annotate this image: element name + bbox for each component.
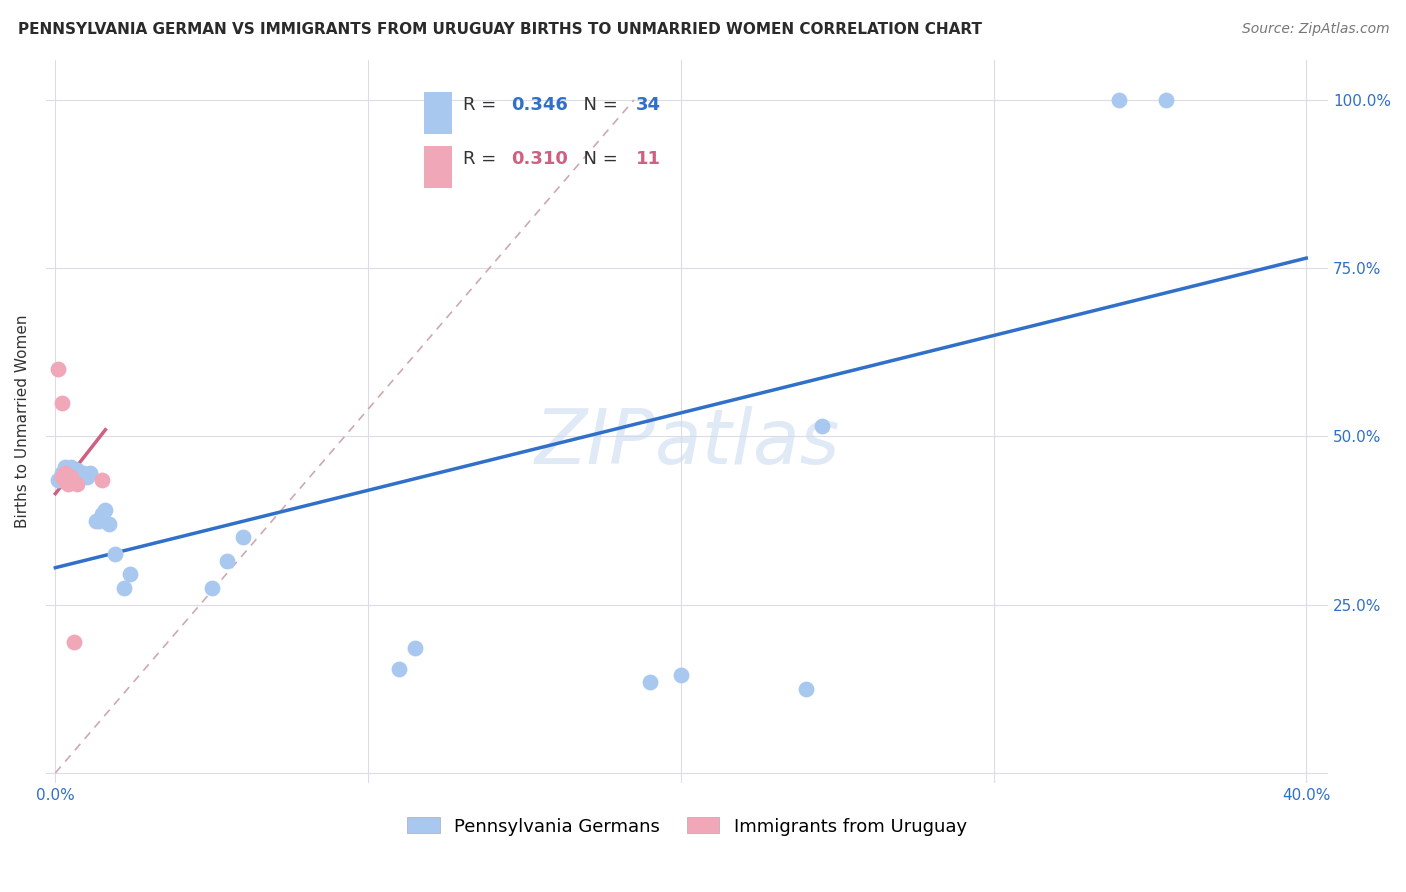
Point bbox=[66, 467, 89, 481]
Text: 11: 11 bbox=[636, 150, 661, 168]
Point bbox=[69, 470, 91, 484]
Text: N =: N = bbox=[572, 150, 623, 168]
Point bbox=[51, 470, 73, 484]
Text: R =: R = bbox=[463, 150, 502, 168]
Point bbox=[97, 516, 120, 531]
Point bbox=[112, 581, 135, 595]
Point bbox=[72, 467, 94, 481]
Point bbox=[388, 662, 411, 676]
Point bbox=[66, 463, 89, 477]
Y-axis label: Births to Unmarried Women: Births to Unmarried Women bbox=[15, 315, 30, 528]
Point bbox=[56, 470, 79, 484]
Point bbox=[59, 470, 82, 484]
Point bbox=[201, 581, 224, 595]
Text: 0.310: 0.310 bbox=[512, 150, 568, 168]
Point bbox=[794, 681, 817, 696]
Point bbox=[810, 419, 832, 434]
Text: PENNSYLVANIA GERMAN VS IMMIGRANTS FROM URUGUAY BIRTHS TO UNMARRIED WOMEN CORRELA: PENNSYLVANIA GERMAN VS IMMIGRANTS FROM U… bbox=[18, 22, 983, 37]
Point bbox=[53, 473, 76, 487]
Point bbox=[53, 459, 76, 474]
Text: 0.346: 0.346 bbox=[512, 95, 568, 114]
Point bbox=[669, 668, 692, 682]
Point bbox=[91, 507, 114, 521]
Point bbox=[56, 463, 79, 477]
Point bbox=[84, 514, 107, 528]
Point bbox=[1154, 93, 1177, 107]
Text: 34: 34 bbox=[636, 95, 661, 114]
Point bbox=[232, 530, 254, 544]
FancyBboxPatch shape bbox=[425, 146, 453, 188]
Point bbox=[217, 554, 239, 568]
Text: N =: N = bbox=[572, 95, 623, 114]
Point bbox=[120, 567, 142, 582]
Point bbox=[59, 470, 82, 484]
Point bbox=[66, 476, 89, 491]
Point bbox=[79, 467, 101, 481]
Point bbox=[404, 641, 426, 656]
Point bbox=[63, 470, 86, 484]
Point bbox=[63, 634, 86, 648]
Point bbox=[76, 470, 98, 484]
Text: Source: ZipAtlas.com: Source: ZipAtlas.com bbox=[1241, 22, 1389, 37]
Point bbox=[59, 459, 82, 474]
Point bbox=[56, 470, 79, 484]
Point bbox=[51, 396, 73, 410]
Point bbox=[94, 503, 117, 517]
Text: ZIPatlas: ZIPatlas bbox=[534, 406, 839, 480]
Point bbox=[53, 467, 76, 481]
Legend: Pennsylvania Germans, Immigrants from Uruguay: Pennsylvania Germans, Immigrants from Ur… bbox=[408, 817, 967, 836]
Point bbox=[48, 473, 70, 487]
Text: R =: R = bbox=[463, 95, 502, 114]
Point bbox=[89, 514, 111, 528]
Point bbox=[638, 675, 661, 690]
FancyBboxPatch shape bbox=[425, 92, 453, 134]
Point bbox=[104, 547, 127, 561]
Point bbox=[56, 476, 79, 491]
Point bbox=[53, 467, 76, 481]
Point bbox=[51, 467, 73, 481]
Point bbox=[91, 473, 114, 487]
Point bbox=[48, 362, 70, 376]
Point bbox=[1108, 93, 1130, 107]
